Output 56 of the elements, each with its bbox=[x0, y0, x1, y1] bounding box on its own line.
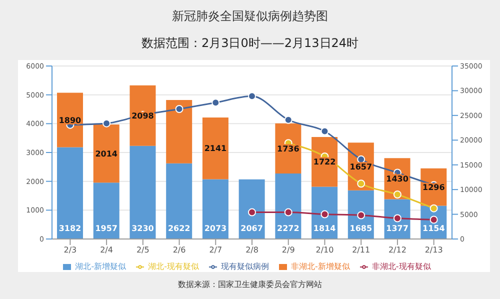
x-tick-label: 2/12 bbox=[388, 246, 406, 255]
data-label: 1736 bbox=[277, 144, 300, 154]
x-tick-label: 2/11 bbox=[352, 246, 370, 255]
data-label: 2067 bbox=[240, 224, 263, 233]
legend-label: 非湖北-新增疑似 bbox=[291, 262, 350, 271]
legend-label: 非湖北-现有疑似 bbox=[372, 262, 431, 271]
bar bbox=[57, 147, 83, 239]
data-label: 2141 bbox=[204, 144, 228, 154]
chart-subtitle: 数据范围：2月3日0时——2月13日24时 bbox=[140, 35, 360, 52]
legend-label: 湖北-新增疑似 bbox=[75, 262, 126, 271]
bar bbox=[166, 100, 192, 164]
data-label: 1685 bbox=[350, 224, 372, 233]
point bbox=[284, 208, 292, 216]
point bbox=[284, 116, 292, 124]
point bbox=[248, 92, 256, 100]
x-tick-label: 2/5 bbox=[136, 246, 150, 255]
point bbox=[430, 204, 438, 212]
data-label: 1890 bbox=[58, 116, 82, 125]
point bbox=[248, 208, 256, 216]
bar bbox=[130, 85, 156, 146]
data-label: 2014 bbox=[95, 149, 118, 158]
point bbox=[102, 119, 111, 128]
bar bbox=[130, 146, 156, 239]
data-label: 1154 bbox=[422, 224, 446, 233]
legend-label: 现有疑似病例 bbox=[221, 262, 269, 271]
point bbox=[357, 180, 366, 188]
data-label: 2073 bbox=[204, 224, 227, 233]
point bbox=[320, 210, 329, 218]
data-label: 1814 bbox=[313, 224, 336, 233]
source-note: 数据来源：国家卫生健康委员会官方网站 bbox=[178, 280, 322, 289]
x-tick-label: 2/3 bbox=[64, 246, 77, 255]
point bbox=[393, 190, 402, 199]
data-label: 1657 bbox=[350, 162, 372, 172]
point bbox=[320, 127, 329, 136]
data-label: 3230 bbox=[132, 224, 154, 233]
data-label: 3182 bbox=[58, 224, 82, 233]
data-label: 1377 bbox=[386, 224, 408, 233]
x-tick-label: 2/7 bbox=[209, 246, 222, 255]
data-label: 1722 bbox=[313, 158, 336, 167]
chart-title: 新冠肺炎全国疑似病例趋势图 bbox=[171, 8, 329, 25]
point bbox=[212, 98, 220, 107]
point bbox=[175, 105, 184, 114]
data-label: 1430 bbox=[386, 174, 409, 184]
point bbox=[393, 214, 402, 222]
data-label: 2272 bbox=[277, 224, 300, 233]
data-label: 2622 bbox=[168, 224, 190, 233]
x-tick-label: 2/8 bbox=[246, 246, 258, 255]
x-tick-label: 2/4 bbox=[100, 246, 113, 255]
data-label: 1957 bbox=[95, 224, 118, 233]
x-tick-label: 2/6 bbox=[172, 246, 186, 255]
point bbox=[357, 211, 366, 220]
x-tick-label: 2/10 bbox=[316, 246, 334, 255]
x-tick-label: 2/13 bbox=[424, 246, 443, 255]
x-tick-label: 2/9 bbox=[282, 246, 295, 255]
legend-label: 湖北-现有疑似 bbox=[148, 262, 199, 271]
data-label: 1296 bbox=[422, 182, 446, 192]
